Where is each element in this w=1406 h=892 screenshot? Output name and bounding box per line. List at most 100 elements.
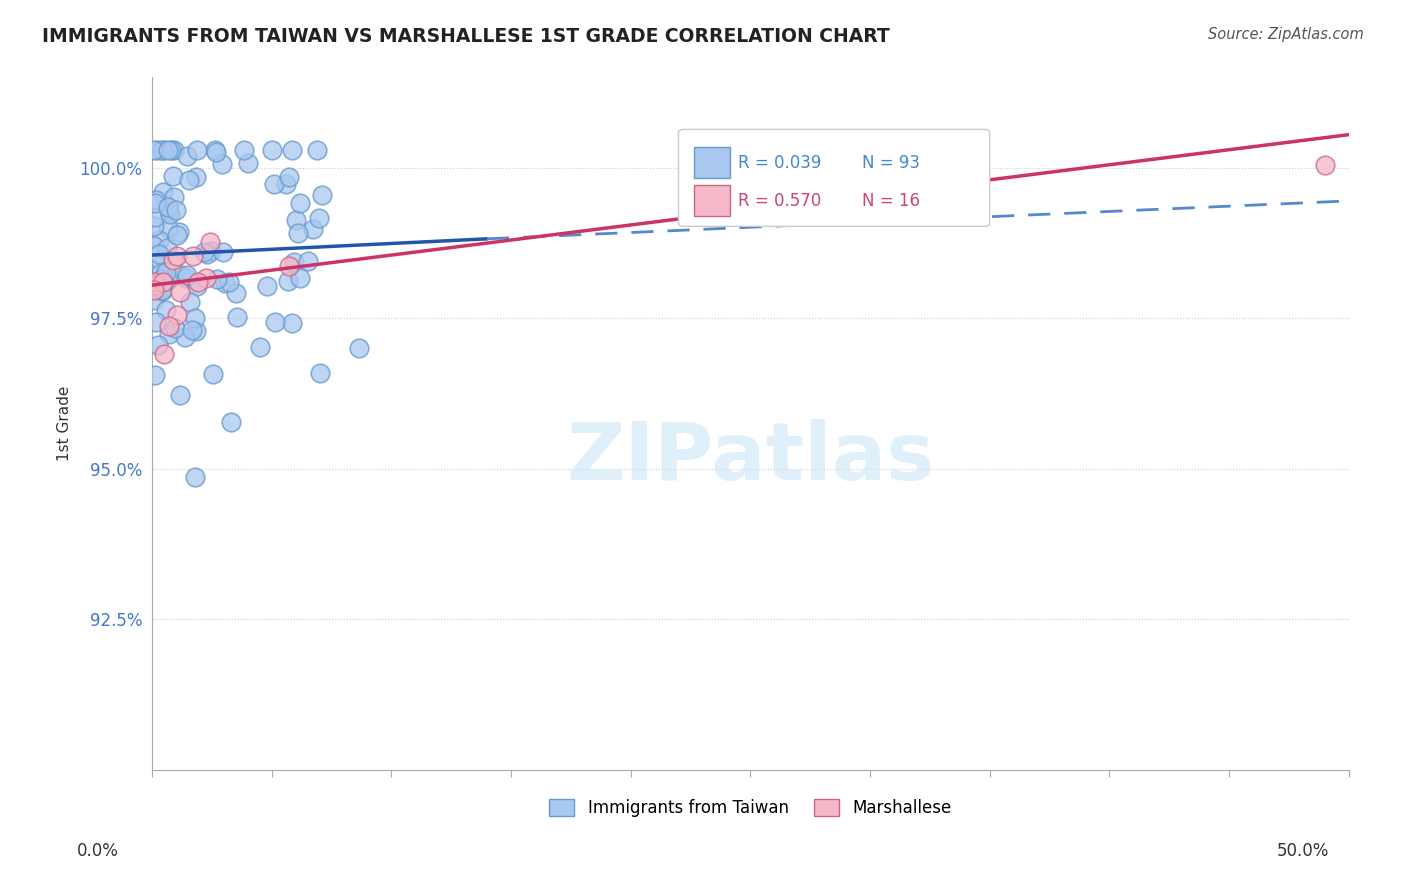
Point xyxy=(163,143,186,157)
Point xyxy=(157,326,180,341)
Point xyxy=(211,156,233,170)
Point xyxy=(349,341,371,355)
Point xyxy=(277,259,299,273)
Point xyxy=(150,143,173,157)
Point xyxy=(145,193,167,207)
Point xyxy=(184,470,207,484)
Point xyxy=(278,169,301,184)
Point xyxy=(226,310,249,325)
Point xyxy=(169,388,191,402)
Point xyxy=(263,177,285,191)
Text: R = 0.570: R = 0.570 xyxy=(738,192,821,210)
Point xyxy=(162,253,184,268)
Point xyxy=(308,366,330,380)
Point xyxy=(276,177,298,191)
Point xyxy=(176,268,198,283)
Text: Source: ZipAtlas.com: Source: ZipAtlas.com xyxy=(1208,27,1364,42)
Point xyxy=(166,309,188,323)
Point xyxy=(150,284,173,298)
Point xyxy=(152,143,174,157)
Point xyxy=(287,227,309,241)
Point xyxy=(205,272,228,286)
Point xyxy=(263,315,285,329)
Point xyxy=(169,285,191,299)
Legend: Immigrants from Taiwan, Marshallese: Immigrants from Taiwan, Marshallese xyxy=(543,792,957,824)
Point xyxy=(165,202,187,217)
Point xyxy=(166,249,188,263)
Point xyxy=(179,172,201,186)
Text: IMMIGRANTS FROM TAIWAN VS MARSHALLESE 1ST GRADE CORRELATION CHART: IMMIGRANTS FROM TAIWAN VS MARSHALLESE 1S… xyxy=(42,27,890,45)
Point xyxy=(184,169,207,184)
Point xyxy=(149,281,172,295)
Text: N = 93: N = 93 xyxy=(862,153,920,171)
Point xyxy=(150,266,173,280)
Point xyxy=(143,283,166,297)
Bar xyxy=(695,185,730,216)
Point xyxy=(212,245,235,260)
Point xyxy=(163,190,186,204)
Point xyxy=(218,275,240,289)
Point xyxy=(150,283,173,297)
Point xyxy=(302,222,325,236)
Point xyxy=(143,210,166,224)
Point xyxy=(204,145,226,159)
Point xyxy=(285,212,308,227)
Point xyxy=(157,205,180,219)
Point xyxy=(262,143,284,157)
Point xyxy=(145,143,167,157)
Point xyxy=(148,247,170,261)
Point xyxy=(1313,158,1336,172)
Point xyxy=(166,227,188,242)
Point xyxy=(249,340,271,354)
Point xyxy=(187,275,209,289)
Y-axis label: 1st Grade: 1st Grade xyxy=(58,386,72,461)
Point xyxy=(152,275,174,289)
Point xyxy=(167,225,190,239)
Point xyxy=(149,252,172,267)
Text: ZIPatlas: ZIPatlas xyxy=(567,419,935,498)
Point xyxy=(143,219,166,233)
Point xyxy=(308,211,330,226)
Point xyxy=(148,233,170,247)
Point xyxy=(204,143,226,157)
Point xyxy=(184,311,207,326)
Point xyxy=(219,415,242,429)
Point xyxy=(143,278,166,293)
Point xyxy=(173,330,195,344)
Point xyxy=(307,143,329,157)
Point xyxy=(288,271,311,285)
Point xyxy=(290,195,312,210)
Point xyxy=(157,220,180,235)
Point xyxy=(170,268,193,283)
Point xyxy=(195,270,218,285)
Point xyxy=(143,293,166,307)
Point xyxy=(184,324,207,338)
Point xyxy=(145,316,167,330)
Point xyxy=(143,143,166,157)
Point xyxy=(186,279,208,293)
Text: N = 16: N = 16 xyxy=(862,192,920,210)
Point xyxy=(143,275,166,289)
Point xyxy=(157,273,180,287)
Point xyxy=(165,321,187,335)
Point xyxy=(281,143,304,157)
Point xyxy=(155,265,177,279)
Point xyxy=(297,254,319,268)
Point xyxy=(143,368,166,382)
Bar xyxy=(695,146,730,178)
Point xyxy=(236,155,259,169)
Point xyxy=(157,319,180,334)
Point xyxy=(200,244,222,258)
Point xyxy=(153,347,176,361)
Point xyxy=(179,294,201,309)
Point xyxy=(277,274,299,288)
Point xyxy=(176,271,198,285)
Point xyxy=(143,195,166,210)
Point xyxy=(232,143,254,157)
Point xyxy=(193,245,215,260)
Point xyxy=(180,323,202,337)
Point xyxy=(159,143,181,157)
Point xyxy=(256,279,278,293)
Point xyxy=(283,255,305,269)
Point xyxy=(214,276,236,290)
